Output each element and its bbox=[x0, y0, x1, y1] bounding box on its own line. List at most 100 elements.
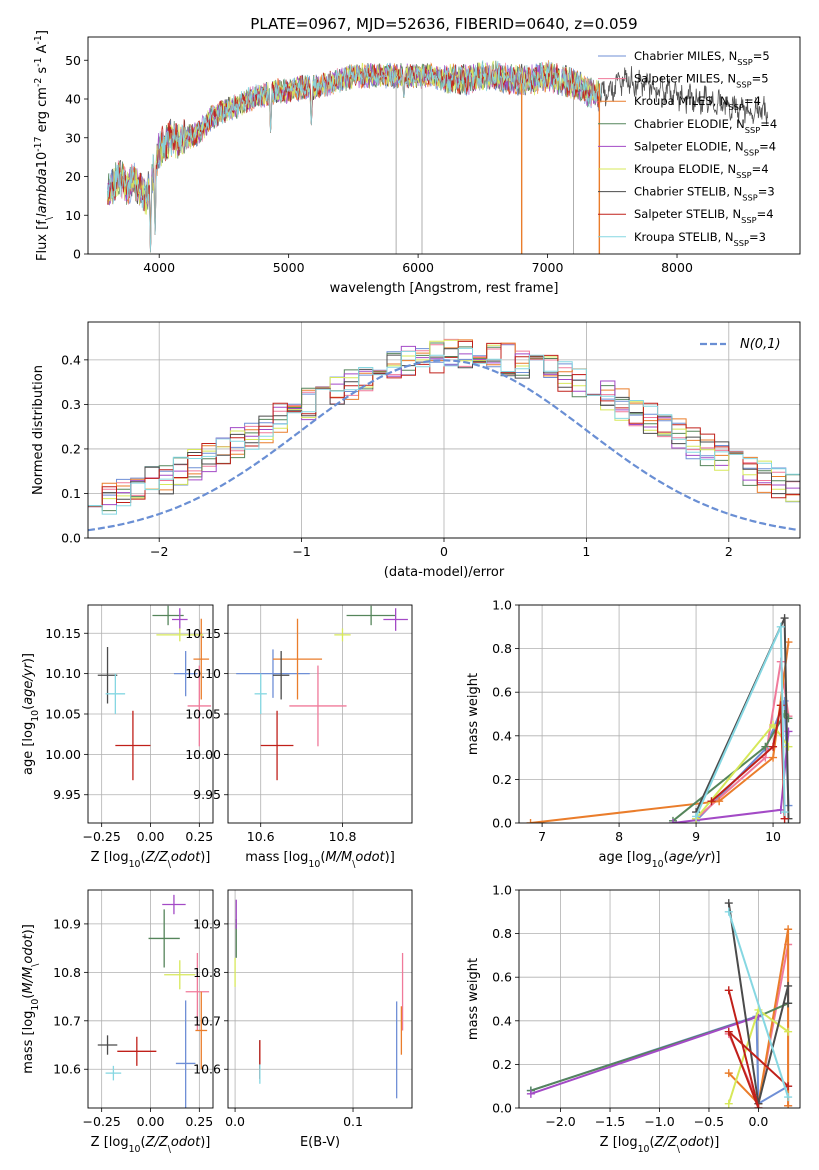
errorbar-point bbox=[162, 894, 186, 915]
y-tick-label: 0.2 bbox=[492, 1057, 512, 1072]
errorbar-point bbox=[187, 665, 212, 747]
x-axis-label: Z [log10(Z/Z\odot)] bbox=[600, 1135, 720, 1155]
legend-entry: Chabrier MILES, NSSP=5 bbox=[634, 49, 770, 67]
x-tick-label: −0.25 bbox=[83, 829, 121, 844]
weight-marker bbox=[784, 727, 793, 736]
axes-border bbox=[87, 36, 801, 255]
axes-weight_vs_age: 7 8 9 10 0.0 0.2 0.4 0.6 0.8 1.0 age [log10(age/yr… bbox=[466, 598, 801, 870]
histogram-steps bbox=[88, 348, 800, 507]
weight-marker bbox=[724, 899, 733, 908]
weight-marker bbox=[784, 925, 793, 934]
weight-marker bbox=[668, 819, 677, 823]
axes-border bbox=[227, 889, 413, 1109]
axes-residuals: −2 −1 0 1 2 0.0 0.1 0.2 0.3 0.4 (data-model)/error… bbox=[31, 321, 801, 580]
x-tick-label: 10.8 bbox=[329, 829, 357, 844]
x-axis-label: Z [log10(Z/Z\odot)] bbox=[91, 850, 211, 870]
x-tick-label: 0.00 bbox=[137, 829, 165, 844]
axes-frame: 10.6 10.8 9.95 10.00 10.05 10.10 10.15 mass [lo… bbox=[185, 604, 413, 870]
x-tick-label: −0.5 bbox=[694, 1114, 724, 1129]
y-tick-label: 10.05 bbox=[185, 707, 221, 722]
x-tick-label: 1 bbox=[582, 544, 590, 559]
legend-entry: Salpeter ELODIE, NSSP=4 bbox=[634, 139, 776, 157]
y-tick-label: 0.4 bbox=[61, 352, 81, 367]
y-tick-label: 10.10 bbox=[45, 666, 81, 681]
axes-frame: 4000 5000 6000 7000 8000 0 10 20 30 40 50 wavelengt… bbox=[33, 30, 801, 296]
normal-curve bbox=[88, 359, 798, 532]
x-tick-label: 0.0 bbox=[225, 1114, 245, 1129]
weight-series-line bbox=[530, 1015, 759, 1095]
histogram-steps bbox=[88, 339, 800, 507]
x-tick-label: 0 bbox=[440, 544, 448, 559]
errorbar-point bbox=[97, 1035, 118, 1055]
errorbar-point bbox=[175, 1000, 196, 1108]
plot-content bbox=[236, 605, 408, 781]
legend-entry: N(0,1) bbox=[740, 337, 781, 352]
x-axis-label: age [log10(age/yr)] bbox=[598, 850, 720, 870]
spectrum-legend: Chabrier MILES, NSSP=5 Salpeter MILES, NS… bbox=[598, 49, 777, 248]
y-tick-label: 10.7 bbox=[53, 1013, 81, 1028]
x-tick-label: 2 bbox=[725, 544, 733, 559]
weight-marker bbox=[724, 986, 733, 995]
weight-marker bbox=[526, 819, 535, 823]
y-tick-label: 0.2 bbox=[61, 441, 81, 456]
plot-content bbox=[526, 614, 793, 823]
weight-marker bbox=[754, 1104, 763, 1108]
y-tick-label: 0.4 bbox=[492, 1013, 512, 1028]
y-tick-label: 0.4 bbox=[492, 728, 512, 743]
x-tick-label: 0.25 bbox=[185, 1114, 213, 1129]
x-tick-label: 7000 bbox=[532, 260, 564, 275]
y-tick-label: 0.6 bbox=[492, 685, 512, 700]
x-tick-label: −1 bbox=[292, 544, 310, 559]
y-axis-label: Flux [f\lambda10-17 erg cm-2 s-1 A-1] bbox=[33, 30, 55, 261]
y-tick-label: 0.0 bbox=[61, 531, 81, 546]
weight-marker bbox=[776, 622, 785, 631]
y-tick-label: 10.7 bbox=[193, 1013, 221, 1028]
axes-spectrum: 4000 5000 6000 7000 8000 0 10 20 30 40 50 wavelengt… bbox=[33, 30, 801, 296]
y-tick-label: 0.0 bbox=[492, 1101, 512, 1116]
weight-marker bbox=[724, 1069, 733, 1078]
plot-content bbox=[88, 338, 800, 532]
x-axis-label: wavelength [Angstrom, rest frame] bbox=[330, 281, 559, 296]
errorbar-point bbox=[383, 608, 408, 631]
y-tick-label: 50 bbox=[65, 53, 81, 68]
y-axis-label: Normed distribution bbox=[31, 365, 46, 495]
errorbar-point bbox=[254, 673, 267, 714]
axes-frame: −0.25 0.00 0.25 9.95 10.00 10.05 10.10 10.15 Z [… bbox=[21, 604, 214, 870]
legend-entry: Kroupa ELODIE, NSSP=4 bbox=[634, 162, 769, 180]
plot-area bbox=[519, 605, 800, 823]
weight-marker bbox=[715, 797, 724, 806]
errorbar-point bbox=[173, 651, 198, 697]
y-tick-label: 1.0 bbox=[492, 883, 512, 898]
errorbar-point bbox=[171, 608, 188, 631]
y-tick-label: 10.00 bbox=[45, 747, 81, 762]
x-tick-label: 10.6 bbox=[247, 829, 275, 844]
legend-entry: Chabrier STELIB, NSSP=3 bbox=[634, 185, 775, 203]
weight-marker bbox=[784, 742, 793, 751]
y-tick-label: 10.6 bbox=[53, 1062, 81, 1077]
axes-frame: −2.0 −1.5 −1.0 −0.5 0.0 0.0 0.2 0.4 0.6 0.8 1.0 Z [… bbox=[466, 883, 801, 1155]
x-tick-label: 0.25 bbox=[185, 829, 213, 844]
errorbar-point bbox=[117, 1036, 157, 1066]
x-axis-label: (data-model)/error bbox=[384, 565, 505, 580]
y-tick-label: 0.8 bbox=[492, 641, 512, 656]
weight-marker bbox=[784, 999, 793, 1008]
y-tick-label: 10.15 bbox=[185, 626, 221, 641]
legend-entry: Chabrier ELODIE, NSSP=4 bbox=[634, 117, 777, 135]
weight-marker bbox=[707, 797, 716, 806]
x-tick-label: 8000 bbox=[661, 260, 693, 275]
axes-age_vs_mass: 10.6 10.8 9.95 10.00 10.05 10.10 10.15 mass [lo… bbox=[185, 604, 413, 870]
weight-series-line bbox=[727, 990, 789, 1108]
y-tick-label: 20 bbox=[65, 169, 81, 184]
spectrum-line-8 bbox=[107, 63, 600, 253]
x-tick-label: −1.5 bbox=[595, 1114, 625, 1129]
spectrum-line-5 bbox=[107, 60, 600, 253]
y-tick-label: 40 bbox=[65, 92, 81, 107]
x-tick-label: 6000 bbox=[402, 260, 434, 275]
weight-series-line bbox=[727, 911, 790, 1098]
weight-marker bbox=[780, 614, 789, 623]
x-axis-label: Z [log10(Z/Z\odot)] bbox=[91, 1135, 211, 1155]
errorbar-point bbox=[193, 618, 210, 700]
y-tick-label: 10.9 bbox=[53, 916, 81, 931]
errorbar-point bbox=[156, 628, 204, 642]
weight-marker bbox=[776, 701, 785, 710]
